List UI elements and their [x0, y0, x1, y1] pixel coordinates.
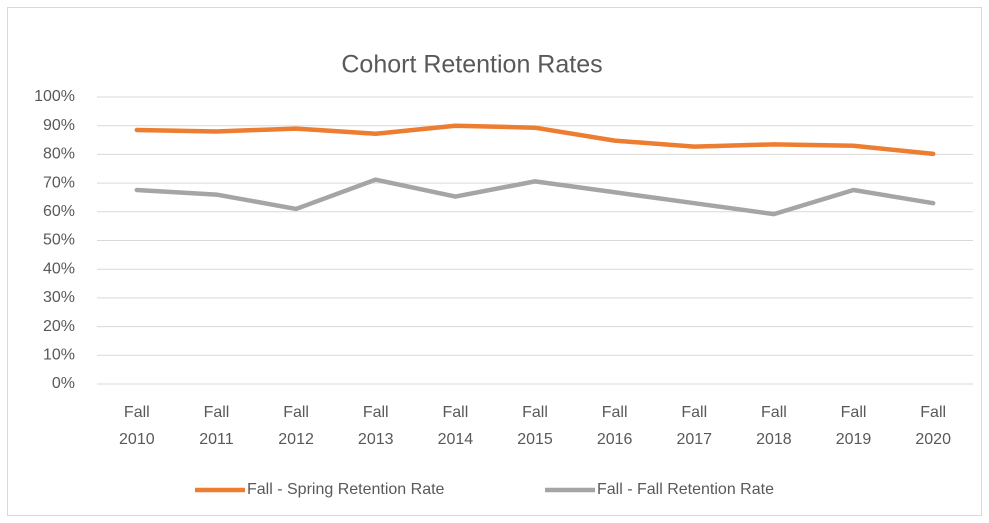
x-tick-label: Fall 2017	[676, 404, 712, 448]
y-tick-label: 70%	[43, 174, 75, 191]
x-tick-label: Fall 2016	[597, 404, 633, 448]
y-tick-label: 90%	[43, 117, 75, 134]
y-tick-label: 60%	[43, 203, 75, 220]
x-tick-label: Fall 2011	[199, 404, 234, 448]
x-tick-label: Fall 2010	[119, 404, 155, 448]
y-tick-label: 100%	[34, 88, 75, 105]
x-tick-label: Fall 2018	[756, 404, 792, 448]
x-tick-label: Fall 2020	[915, 404, 951, 448]
y-tick-label: 20%	[43, 318, 75, 335]
y-tick-label: 40%	[43, 260, 75, 277]
legend-label: Fall - Fall Retention Rate	[597, 481, 774, 498]
x-tick-label: Fall 2014	[438, 404, 474, 448]
y-tick-label: 50%	[43, 232, 75, 249]
x-tick-label: Fall 2013	[358, 404, 394, 448]
legend-label: Fall - Spring Retention Rate	[247, 481, 445, 498]
y-tick-label: 0%	[52, 375, 75, 392]
chart-title: Cohort Retention Rates	[341, 51, 602, 79]
x-tick-label: Fall 2015	[517, 404, 553, 448]
x-tick-label: Fall 2019	[836, 404, 872, 448]
series-line	[134, 177, 936, 217]
y-tick-label: 10%	[43, 347, 75, 364]
series-line	[134, 123, 936, 157]
x-tick-label: Fall 2012	[278, 404, 314, 448]
chart-border	[7, 7, 982, 516]
y-tick-label: 80%	[43, 146, 75, 163]
y-tick-label: 30%	[43, 289, 75, 306]
